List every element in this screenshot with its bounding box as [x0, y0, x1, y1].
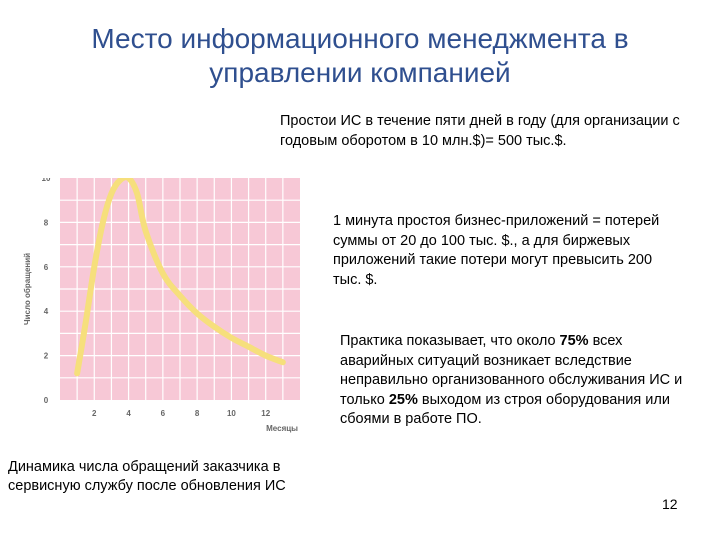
x-tick-label: 10 [227, 409, 236, 418]
service-requests-chart: 0 2 4 6 8 10 2 4 6 8 10 12 Месяцы Число обращений [23, 178, 300, 433]
x-tick-label: 12 [261, 409, 270, 418]
y-tick-label: 0 [44, 396, 49, 405]
minute-downtime-text: 1 минута простоя бизнес-приложений = пот… [333, 213, 660, 288]
x-tick-label: 8 [195, 409, 200, 418]
text3-bold2: 25% [388, 391, 418, 408]
series-line [74, 178, 286, 377]
y-tick-label: 8 [44, 218, 49, 227]
slide-title: Место информационного менеджмента в упра… [60, 22, 660, 90]
y-tick-label: 10 [42, 178, 51, 183]
y-tick-label: 6 [44, 263, 49, 272]
text3-part1: Практика показывает, что около [340, 333, 560, 349]
y-tick-label: 2 [44, 352, 49, 361]
text3-part3: выходом из строя оборудования или сбоями… [340, 391, 670, 428]
title-line-2: управлении компанией [209, 57, 511, 88]
text3-bold1: 75% [559, 333, 589, 349]
text3-part2: всех аварийных ситуаций возникает вследс… [340, 333, 683, 408]
y-tick-label: 4 [44, 307, 49, 316]
chart-caption: Динамика числа обращений заказчика в сер… [8, 459, 286, 494]
x-tick-label: 4 [126, 409, 131, 418]
x-tick-label: 6 [161, 409, 166, 418]
failure-causes-text: Практика показывает, что около 75% всех … [340, 332, 690, 430]
downtime-cost-text: Простои ИС в течение пяти дней в году (д… [280, 113, 680, 149]
y-axis-label: Число обращений [23, 253, 32, 325]
title-line-1: Место информационного менеджмента в [91, 23, 629, 54]
x-axis-label: Месяцы [266, 424, 298, 433]
x-tick-label: 2 [92, 409, 97, 418]
page-number: 12 [662, 496, 678, 512]
